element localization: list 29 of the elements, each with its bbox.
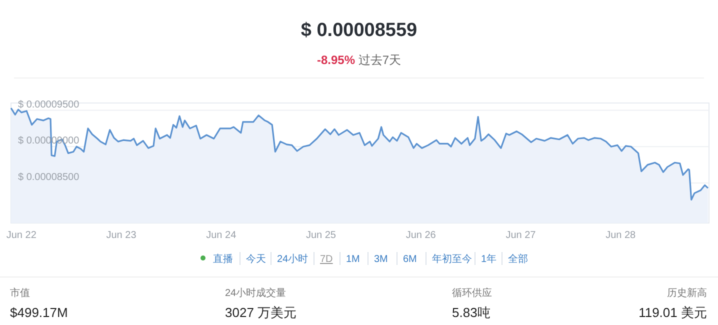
x-tick-label: Jun 25 — [306, 230, 336, 241]
text: 全部 — [508, 253, 528, 265]
x-tick-label: Jun 27 — [506, 230, 536, 241]
text: 今天 — [246, 253, 266, 265]
text: 1年 — [481, 253, 497, 265]
text: 1M — [346, 254, 360, 265]
x-tick-label: Jun 24 — [206, 230, 237, 241]
text: 3M — [374, 254, 388, 265]
y-tick-label: $ 0.00009500 — [18, 99, 80, 110]
text: 历史新高 — [667, 287, 707, 299]
text: 年初至今 — [432, 253, 472, 265]
text: 119.01 美元 — [638, 305, 707, 320]
text: 24小时成交量 — [225, 287, 286, 299]
text: 5.83吨 — [452, 305, 490, 320]
x-tick-label: Jun 22 — [6, 230, 37, 241]
text: 市值 — [10, 287, 30, 299]
text: 直播 — [213, 253, 233, 265]
text: $499.17M — [10, 305, 68, 320]
text: 7D — [320, 254, 333, 265]
y-tick-label: $ 0.00008500 — [18, 172, 80, 183]
text: 3027 万美元 — [225, 305, 297, 320]
x-tick-label: Jun 26 — [406, 230, 436, 241]
text: 循环供应 — [452, 287, 492, 299]
text: 6M — [403, 254, 417, 265]
chart-subtitle: -8.95% 过去7天 — [316, 53, 402, 67]
chart-title: $ 0.00008559 — [300, 20, 418, 41]
x-tick-label: Jun 28 — [606, 230, 636, 241]
text: 24小时 — [277, 253, 308, 265]
x-tick-label: Jun 23 — [106, 230, 137, 241]
